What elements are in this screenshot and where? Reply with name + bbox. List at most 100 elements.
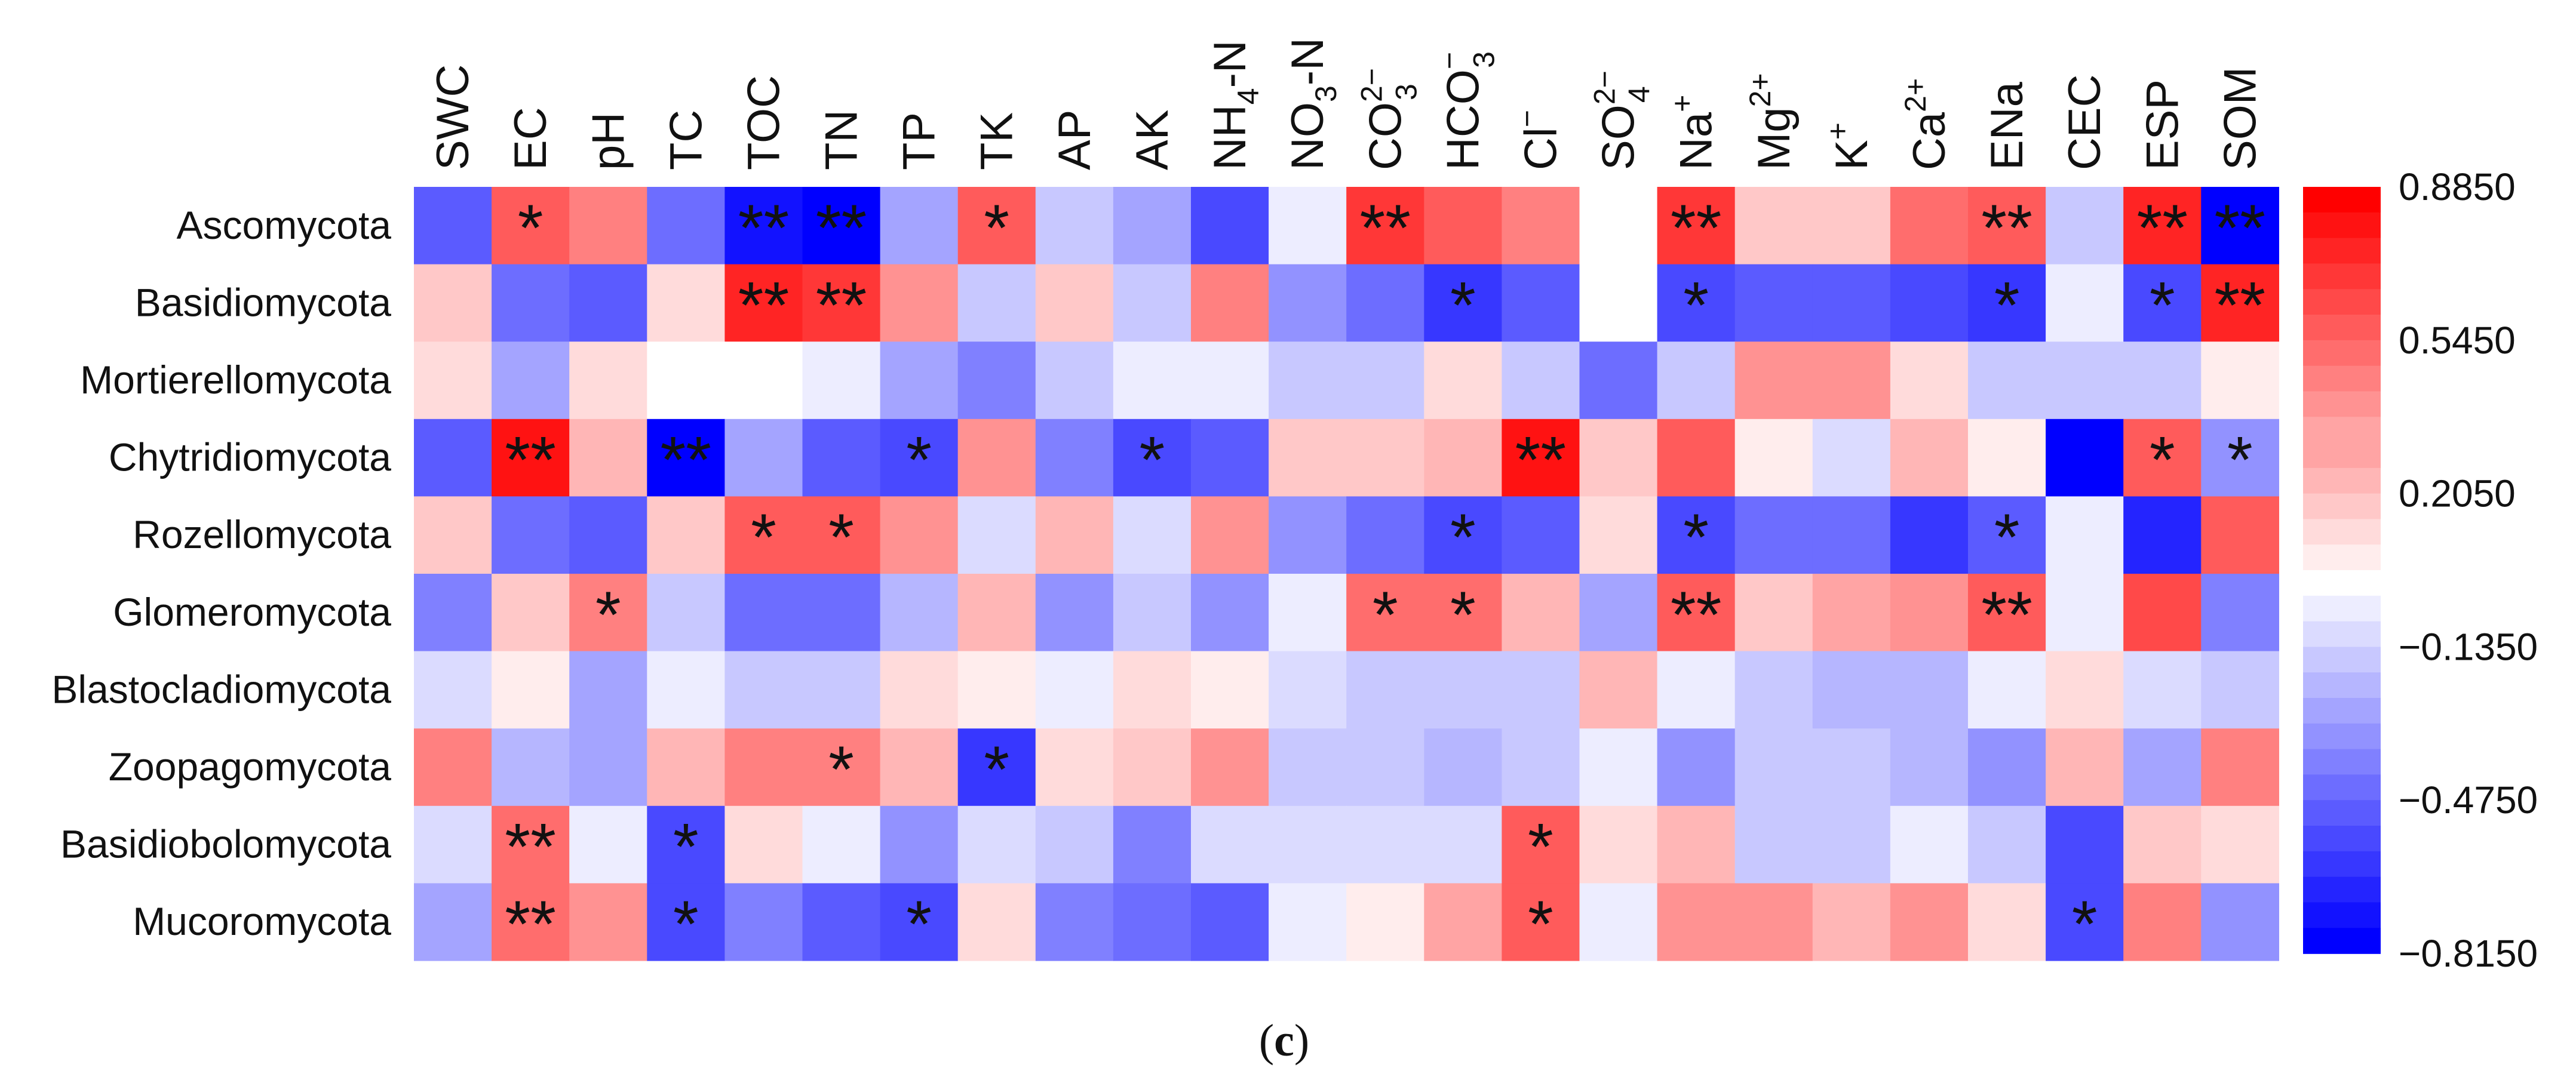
heatmap-cell-3-17 xyxy=(1657,342,1736,420)
heatmap-cell-3-24 xyxy=(2201,342,2279,420)
heatmap-cell-4-14 xyxy=(1424,419,1502,497)
heatmap-cell-5-15 xyxy=(1502,496,1580,574)
heatmap-cell-8-9 xyxy=(1035,728,1114,807)
row-label-basidiomycota: Basidiomycota xyxy=(135,280,391,324)
column-label-swc: SWC xyxy=(428,64,478,170)
significance-marker-4-4: ** xyxy=(660,423,711,497)
heatmap-cells xyxy=(414,187,2279,961)
significance-marker-10-15: * xyxy=(1528,888,1553,961)
column-label-ec: EC xyxy=(505,107,556,170)
significance-marker-5-5: * xyxy=(751,501,776,574)
heatmap-cell-3-20 xyxy=(1890,342,1969,420)
heatmap-cell-1-20 xyxy=(1890,187,1969,265)
figure-caption: (c) xyxy=(1258,1016,1310,1066)
heatmap-cell-9-15 xyxy=(1502,805,1580,884)
significance-marker-4-2: ** xyxy=(505,423,556,497)
heatmap-cell-1-18 xyxy=(1734,187,1813,265)
heatmap-cell-9-16 xyxy=(1579,805,1658,884)
heatmap-cell-8-3 xyxy=(569,728,647,807)
heatmap-cell-6-4 xyxy=(647,574,725,652)
row-label-zoopagomycota: Zoopagomycota xyxy=(109,744,392,789)
significance-marker-2-6: ** xyxy=(816,269,867,342)
heatmap-cell-4-20 xyxy=(1890,419,1969,497)
heatmap-cell-1-19 xyxy=(1812,187,1891,265)
heatmap-cell-3-5 xyxy=(724,342,803,420)
heatmap-cell-8-15 xyxy=(1502,728,1580,807)
column-label-ak: AK xyxy=(1127,110,1178,170)
heatmap-cell-7-10 xyxy=(1113,651,1192,729)
heatmap-cell-3-6 xyxy=(802,342,881,420)
column-label-tn: TN xyxy=(816,110,867,170)
heatmap-cell-10-23 xyxy=(2123,883,2202,961)
heatmap-cell-9-18 xyxy=(1734,805,1813,884)
heatmap-cell-2-6 xyxy=(802,264,881,342)
heatmap-cell-5-17 xyxy=(1657,496,1736,574)
heatmap-cell-4-16 xyxy=(1579,419,1658,497)
heatmap-cell-1-10 xyxy=(1113,187,1192,265)
heatmap-cell-6-1 xyxy=(414,574,492,652)
heatmap-cell-4-10 xyxy=(1113,419,1192,497)
colorbar-segment-30 xyxy=(2303,928,2381,954)
heatmap-cell-10-2 xyxy=(492,883,570,961)
column-label-ena: ENa xyxy=(1982,81,2032,170)
heatmap-cell-5-22 xyxy=(2046,496,2124,574)
heatmap-cell-5-3 xyxy=(569,496,647,574)
heatmap-cell-7-9 xyxy=(1035,651,1114,729)
heatmap-cell-8-18 xyxy=(1734,728,1813,807)
colorbar-segment-7 xyxy=(2303,340,2381,367)
row-label-rozellomycota: Rozellomycota xyxy=(133,512,391,556)
column-label-no-n: NO3-N xyxy=(1282,38,1343,170)
heatmap-cell-6-20 xyxy=(1890,574,1969,652)
column-label-tp: TP xyxy=(894,112,945,170)
column-label-toc: TOC xyxy=(739,75,790,170)
heatmap-cell-1-14 xyxy=(1424,187,1502,265)
heatmap-cell-2-11 xyxy=(1191,264,1269,342)
colorbar-segment-18 xyxy=(2303,621,2381,648)
heatmap-cell-4-17 xyxy=(1657,419,1736,497)
heatmap-cell-10-1 xyxy=(414,883,492,961)
colorbar-segment-17 xyxy=(2303,595,2381,622)
heatmap-cell-6-19 xyxy=(1812,574,1891,652)
column-label-mg: Mg2+ xyxy=(1743,73,1800,170)
heatmap-cell-7-20 xyxy=(1890,651,1969,729)
colorbar-segment-14 xyxy=(2303,519,2381,545)
colorbar-segment-12 xyxy=(2303,467,2381,494)
heatmap-cell-6-22 xyxy=(2046,574,2124,652)
significance-marker-10-4: * xyxy=(673,888,699,961)
heatmap-cell-9-6 xyxy=(802,805,881,884)
heatmap-cell-2-24 xyxy=(2201,264,2279,342)
heatmap-cell-7-11 xyxy=(1191,651,1269,729)
column-label-ph: pH xyxy=(583,112,634,170)
heatmap-cell-1-1 xyxy=(414,187,492,265)
heatmap-cell-9-17 xyxy=(1657,805,1736,884)
heatmap-cell-9-24 xyxy=(2201,805,2279,884)
significance-marker-6-21: ** xyxy=(1981,578,2032,651)
heatmap-cell-4-3 xyxy=(569,419,647,497)
colorbar-segment-4 xyxy=(2303,263,2381,290)
heatmap-cell-3-7 xyxy=(880,342,959,420)
colorbar-segment-16 xyxy=(2303,570,2381,596)
heatmap-cell-8-21 xyxy=(1968,728,2046,807)
significance-marker-2-5: ** xyxy=(738,269,790,342)
colorbar-segment-15 xyxy=(2303,544,2381,571)
heatmap-cell-1-12 xyxy=(1269,187,1347,265)
heatmap-cell-1-16 xyxy=(1579,187,1658,265)
heatmap-cell-3-9 xyxy=(1035,342,1114,420)
heatmap-cell-2-21 xyxy=(1968,264,2046,342)
heatmap-cell-9-14 xyxy=(1424,805,1502,884)
heatmap-cell-3-22 xyxy=(2046,342,2124,420)
heatmap-cell-10-20 xyxy=(1890,883,1969,961)
heatmap-cell-7-18 xyxy=(1734,651,1813,729)
colorbar-segment-26 xyxy=(2303,826,2381,852)
heatmap-cell-8-22 xyxy=(2046,728,2124,807)
heatmap-cell-9-1 xyxy=(414,805,492,884)
heatmap-cell-10-9 xyxy=(1035,883,1114,961)
heatmap-cell-6-21 xyxy=(1968,574,2046,652)
heatmap-cell-3-15 xyxy=(1502,342,1580,420)
heatmap-cell-7-21 xyxy=(1968,651,2046,729)
heatmap-cell-3-14 xyxy=(1424,342,1502,420)
heatmap-cell-8-6 xyxy=(802,728,881,807)
heatmap-cell-1-5 xyxy=(724,187,803,265)
heatmap-cell-6-5 xyxy=(724,574,803,652)
significance-marker-8-6: * xyxy=(828,733,854,807)
